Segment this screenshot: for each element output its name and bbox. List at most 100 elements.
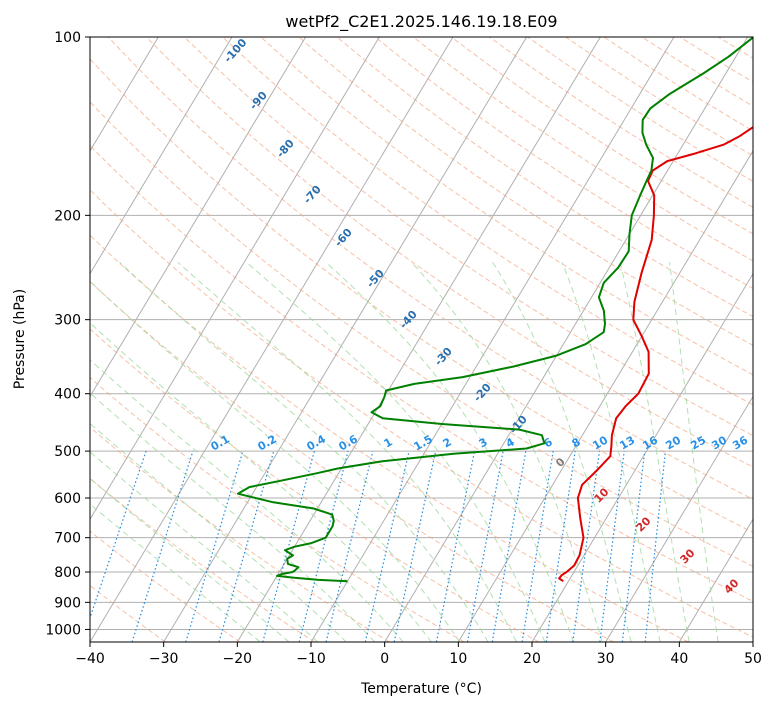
- mixing-ratio-label: 3: [477, 435, 490, 450]
- mixing-ratio-line: [185, 450, 244, 642]
- y-tick-label: 1000: [45, 622, 81, 638]
- plot-frame: [89, 36, 754, 643]
- isotherm-line: [90, 37, 307, 398]
- x-tick-label: 10: [449, 651, 467, 667]
- isotherm-line: [457, 149, 753, 642]
- dry-adiabat-line: [90, 144, 753, 602]
- x-axis-ticks: −40 −30 −20 −10 0 10 20 30 40 50: [75, 642, 762, 667]
- moist-adiabat-line: [411, 261, 603, 642]
- dry-adiabat-line: [90, 101, 753, 567]
- isotherm-line: [90, 37, 380, 521]
- mixing-ratio-line: [262, 450, 315, 642]
- dry-adiabat-label: -90: [247, 89, 270, 113]
- x-tick-label: −30: [149, 651, 179, 667]
- dry-adiabat-line: [336, 37, 753, 318]
- moist-adiabat-line: [246, 261, 546, 642]
- mixing-ratio-line: [90, 450, 147, 620]
- dry-adiabat-line: [90, 58, 753, 534]
- y-tick-label: 900: [54, 595, 81, 611]
- y-tick-label: 500: [54, 444, 81, 460]
- dry-adiabat-line: [489, 37, 753, 208]
- dry-adiabat-line: [90, 477, 315, 642]
- mixing-ratio-label: 25: [688, 434, 708, 453]
- y-tick-label: 700: [54, 531, 81, 547]
- dry-adiabat-line: [374, 37, 753, 290]
- dry-adiabat-line: [298, 37, 753, 346]
- isotherm-line: [236, 37, 601, 642]
- y-tick-label: 100: [54, 30, 81, 46]
- y-tick-label: 400: [54, 387, 81, 403]
- isotherm-line: [678, 518, 753, 642]
- x-tick-label: 30: [597, 651, 615, 667]
- moist-adiabat-label: 40: [722, 576, 742, 596]
- isotherm-line: [163, 37, 528, 642]
- moist-adiabat-label: 30: [678, 546, 698, 566]
- x-tick-label: −40: [75, 651, 105, 667]
- mixing-ratio-label: 4: [504, 435, 517, 450]
- x-tick-label: 50: [744, 651, 762, 667]
- isotherm-line: [384, 37, 749, 642]
- moist-adiabat-line: [669, 262, 719, 642]
- moist-adiabat-label: 10: [592, 485, 612, 505]
- dry-adiabat-line: [107, 37, 753, 500]
- mixing-ratio-line: [298, 450, 349, 642]
- mixing-ratio-label: 30: [709, 433, 729, 452]
- dry-adiabat-line: [756, 37, 775, 642]
- mixing-ratio-line: [364, 450, 410, 642]
- temperature-profile: [558, 125, 753, 583]
- isotherm-line: [90, 37, 454, 642]
- mixing-ratio-line: [218, 450, 275, 642]
- mixing-ratio-line: [572, 451, 601, 642]
- moist-adiabat-line: [492, 262, 632, 642]
- moist-adiabat-line: [325, 261, 575, 642]
- isotherm-line: [605, 395, 753, 642]
- isotherm-line: [90, 37, 159, 152]
- mixing-ratio-label: 1.5: [412, 432, 435, 453]
- mixing-ratio-label: 2: [441, 435, 454, 450]
- dry-adiabat-line: [260, 37, 753, 376]
- dry-adiabat-line: [145, 37, 753, 468]
- isotherm-line: [310, 37, 675, 642]
- x-tick-label: 20: [523, 651, 541, 667]
- mixing-ratio-label: 20: [663, 433, 683, 452]
- dry-adiabat-label: -60: [332, 226, 355, 250]
- dry-adiabat-label: -80: [274, 137, 297, 161]
- dry-adiabat-line: [451, 37, 753, 235]
- moist-adiabat-line: [119, 261, 489, 642]
- dry-adiabat-line: [90, 376, 465, 642]
- dry-adiabat-line: [90, 280, 614, 642]
- dry-adiabat-line: [527, 37, 753, 182]
- dry-adiabat-label: -70: [301, 183, 324, 207]
- moist-adiabat-line: [90, 359, 404, 642]
- y-axis-label: Pressure (hPa): [12, 289, 28, 389]
- dry-adiabat-label: -20: [471, 381, 494, 405]
- mixing-ratio-line: [393, 450, 437, 642]
- mixing-ratio-label: 0.6: [337, 432, 361, 453]
- dry-adiabat-line: [90, 189, 753, 638]
- dry-adiabat-line: [565, 37, 753, 157]
- background-lines: [90, 37, 775, 642]
- moist-adiabat-line: [619, 262, 690, 642]
- dry-adiabat-line: [641, 37, 753, 107]
- dry-adiabat-line: [679, 37, 753, 83]
- dry-adiabat-line: [90, 426, 390, 642]
- mixing-ratio-line: [521, 451, 554, 642]
- mixing-ratio-line: [545, 451, 576, 642]
- y-tick-label: 600: [54, 491, 81, 507]
- mixing-ratio-label: 0.2: [256, 432, 279, 453]
- profiles: [236, 37, 753, 583]
- mixing-ratio-line: [466, 450, 504, 642]
- mixing-ratio-label: 16: [640, 433, 660, 452]
- moist-adiabat-line: [90, 451, 319, 642]
- mixing-ratio-line: [325, 450, 374, 642]
- dry-adiabat-label: -40: [397, 308, 420, 332]
- mixing-ratio-line: [491, 450, 527, 642]
- mixing-ratio-label: 10: [590, 433, 610, 452]
- dry-adiabat-label: -50: [364, 267, 387, 291]
- y-tick-label: 200: [54, 208, 81, 224]
- x-tick-label: 0: [380, 651, 389, 667]
- x-tick-label: −20: [223, 651, 253, 667]
- mixing-ratio-label: 13: [617, 434, 637, 453]
- plot-area: 0.1 0.2 0.4 0.6 1 1.5 2 3 4 6 8 10 13 16 20 25 30 36-100-…: [90, 37, 775, 642]
